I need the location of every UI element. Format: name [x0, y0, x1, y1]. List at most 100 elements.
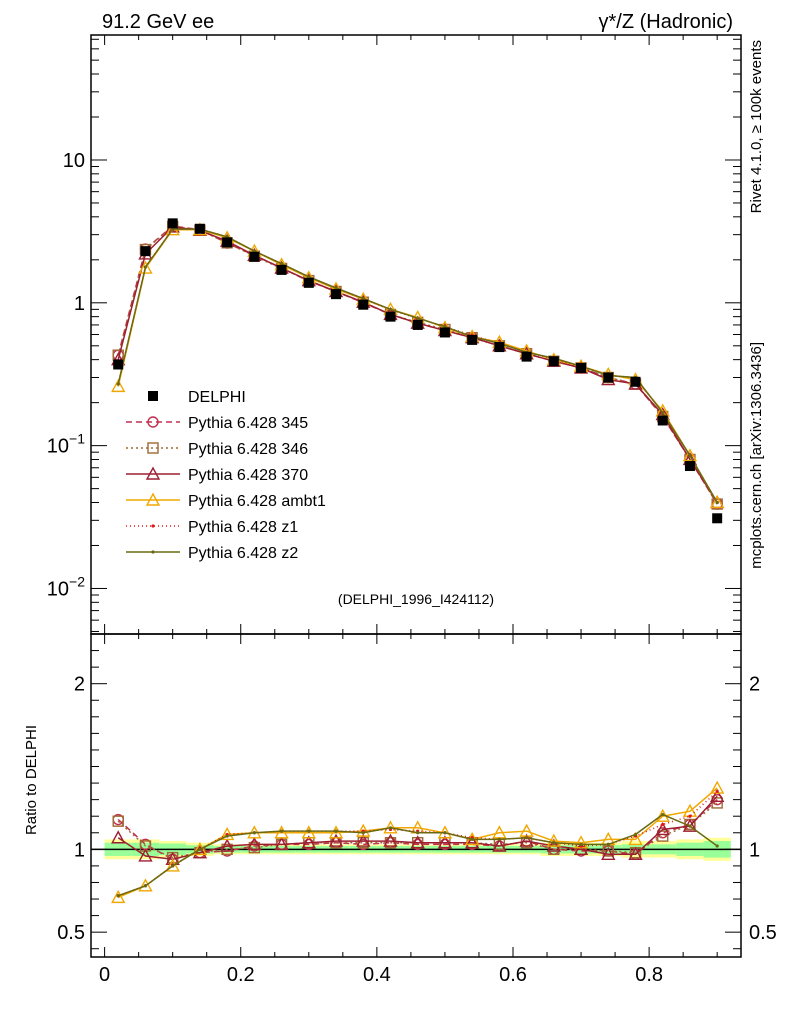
series-point-ambt1	[709, 495, 725, 509]
legend-marker-ambt1	[145, 492, 161, 506]
ratio-point-z2	[198, 847, 202, 851]
ratio-point-z2	[443, 831, 447, 835]
data-point-delphi	[576, 362, 587, 373]
ratio-point-p346	[602, 845, 614, 857]
ratio-point-z2	[470, 837, 474, 841]
series-line-p370	[117, 226, 718, 503]
data-point-delphi	[657, 415, 668, 426]
ratio-point-ambt1	[111, 889, 126, 904]
ratio-point-ambt1	[709, 780, 725, 794]
ratio-point-ambt1	[546, 833, 562, 847]
legend-label-p370: Pythia 6.428 370	[188, 467, 308, 484]
ratio-point-p370	[628, 846, 643, 861]
ratio-frame	[90, 633, 742, 958]
series-point-p346	[711, 498, 723, 510]
ratio-point-p346	[657, 830, 669, 842]
ratio-point-p346	[357, 837, 369, 849]
ratio-point-z2	[116, 894, 120, 898]
ratio-point-p370	[655, 821, 670, 836]
mcplots-label: mcplots.cern.ch [arXiv:1306.3436]	[748, 342, 765, 569]
ratio-point-z1	[715, 789, 719, 793]
ratio-point-p370	[437, 835, 453, 849]
series-line-p346	[117, 225, 718, 505]
ratio-point-z2	[307, 829, 311, 833]
legend-marker-p345	[147, 416, 159, 428]
ratio-point-z2	[661, 812, 665, 817]
plot-title-left: 91.2 GeV ee	[102, 11, 214, 33]
data-point-delphi	[548, 356, 559, 367]
ratio-point-z2	[688, 824, 692, 828]
ratio-point-z2	[579, 842, 583, 846]
series-point-z2	[688, 454, 692, 458]
ratio-point-ambt1	[519, 823, 534, 837]
data-point-delphi	[439, 327, 450, 338]
series-point-ambt1	[682, 448, 698, 462]
series-point-z2	[661, 411, 665, 415]
ratio-point-z2	[252, 831, 256, 835]
ratio-point-p370	[138, 848, 153, 862]
ratio-panel: 0 0.2 0.4 0.6 0.8 0.5 0.5 1 1 2 2	[57, 633, 777, 986]
legend-label-p345: Pythia 6.428 345	[188, 415, 308, 432]
series-point-z2	[388, 307, 393, 311]
ratio-point-ambt1	[165, 858, 180, 872]
ratio-point-z2	[143, 884, 148, 888]
data-point-delphi	[630, 376, 641, 387]
ratio-point-p370	[601, 846, 616, 861]
ratio-point-ambt1	[192, 841, 208, 856]
series-point-z2	[116, 382, 120, 386]
legend-label-p346: Pythia 6.428 346	[188, 441, 308, 458]
data-point-delphi	[222, 237, 233, 248]
legend-label-ambt1: Pythia 6.428 ambt1	[188, 493, 326, 510]
ratio-point-p370	[573, 841, 589, 856]
legend-marker-p370	[145, 466, 161, 480]
ratio-point-p370	[192, 845, 208, 859]
legend-label-delphi: DELPHI	[188, 389, 246, 406]
series-point-z2	[715, 500, 719, 505]
ratio-point-z2	[171, 864, 175, 868]
y-tick-label: 10	[63, 150, 85, 172]
ratio-point-z2	[525, 836, 529, 840]
ratio-y-tick-label-right: 1	[749, 839, 760, 861]
y-tick-label: 1	[74, 293, 85, 315]
legend: DELPHI Pythia 6.428 345 Pythia 6.428 346 Py…	[126, 389, 326, 562]
x-tick-label: 0.4	[363, 964, 391, 986]
ratio-point-p370	[356, 833, 371, 847]
ratio-point-z2	[552, 841, 556, 845]
data-point-delphi	[603, 372, 614, 383]
ratio-point-p370	[464, 835, 480, 849]
data-point-delphi	[494, 342, 505, 353]
series-point-ambt1	[111, 378, 126, 393]
legend-marker-p346	[147, 442, 159, 454]
ratio-point-ambt1	[138, 878, 153, 892]
legend-marker-z1	[151, 524, 155, 528]
ratio-point-ambt1	[573, 835, 589, 849]
ratio-point-ambt1	[328, 825, 344, 839]
ratio-y-tick-label-right: 0.5	[749, 922, 777, 944]
data-point-delphi	[331, 289, 342, 300]
ratio-y-tick-label-right: 2	[749, 674, 760, 696]
data-point-delphi	[194, 223, 205, 234]
ratio-point-z2	[279, 829, 284, 833]
plot-title-right: γ*/Z (Hadronic)	[599, 11, 733, 33]
ratio-point-z2	[497, 837, 501, 841]
legend-label-z2: Pythia 6.428 z2	[188, 545, 298, 562]
y-tick-label: 10−1	[47, 431, 85, 458]
x-tick-label: 0.6	[499, 964, 527, 986]
ratio-point-p370	[165, 851, 180, 865]
data-point-delphi	[358, 299, 369, 310]
ratio-point-z2	[606, 842, 610, 846]
ratio-point-z2	[416, 831, 420, 835]
ratio-point-ambt1	[628, 831, 643, 846]
ratio-point-p370	[709, 788, 725, 803]
ratio-y-axis-label: Ratio to DELPHI	[23, 725, 40, 835]
ratio-point-p370	[682, 818, 698, 832]
ratio-point-p370	[247, 836, 262, 851]
ratio-point-p370	[383, 833, 398, 847]
ratio-y-tick-label: 0.5	[57, 922, 85, 944]
x-tick-label: 0.2	[227, 964, 255, 986]
data-point-delphi	[412, 319, 423, 330]
ratio-point-p370	[519, 833, 534, 847]
series-point-z2	[279, 262, 284, 266]
series-point-z2	[361, 297, 365, 301]
